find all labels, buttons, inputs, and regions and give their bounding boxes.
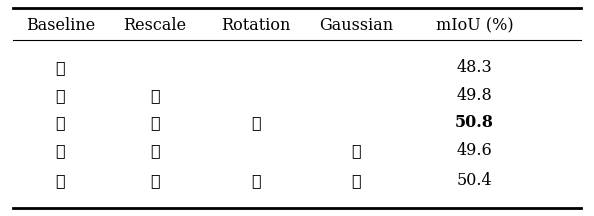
Text: ✓: ✓ <box>56 59 65 76</box>
Text: 48.3: 48.3 <box>457 59 492 76</box>
Text: Baseline: Baseline <box>26 17 95 34</box>
Text: ✓: ✓ <box>251 114 260 131</box>
Text: ✓: ✓ <box>351 142 361 159</box>
Text: 50.8: 50.8 <box>455 114 494 131</box>
Text: ✓: ✓ <box>56 142 65 159</box>
Text: Rotation: Rotation <box>221 17 290 34</box>
Text: 49.6: 49.6 <box>457 142 492 159</box>
Text: ✓: ✓ <box>150 114 160 131</box>
Text: ✓: ✓ <box>150 87 160 104</box>
Text: ✓: ✓ <box>56 114 65 131</box>
Text: ✓: ✓ <box>56 172 65 189</box>
Text: 50.4: 50.4 <box>457 172 492 189</box>
Text: Gaussian: Gaussian <box>319 17 393 34</box>
Text: ✓: ✓ <box>150 172 160 189</box>
Text: ✓: ✓ <box>351 172 361 189</box>
Text: ✓: ✓ <box>150 142 160 159</box>
Text: ✓: ✓ <box>251 172 260 189</box>
Text: Rescale: Rescale <box>124 17 187 34</box>
Text: 49.8: 49.8 <box>457 87 492 104</box>
Text: ✓: ✓ <box>56 87 65 104</box>
Text: mIoU (%): mIoU (%) <box>435 17 513 34</box>
